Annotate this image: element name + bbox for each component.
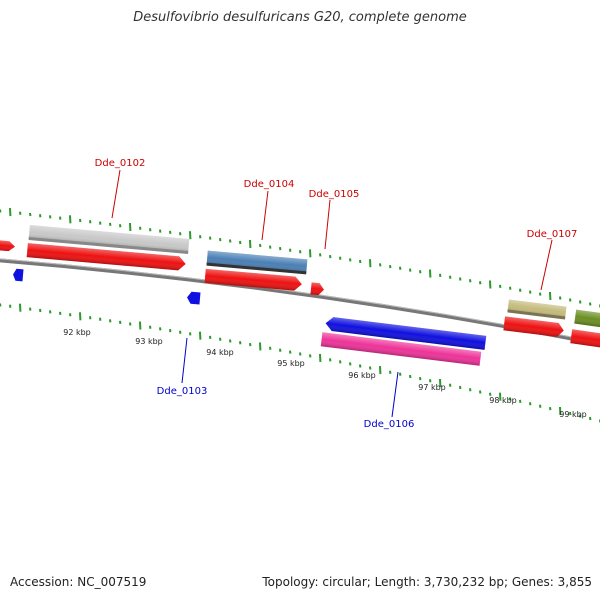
- cds-bar-dde-0106[interactable]: [320, 332, 482, 366]
- map-title: Desulfovibrio desulfuricans G20, complet…: [133, 10, 467, 25]
- cds-arrow-dde-0107[interactable]: [503, 316, 564, 337]
- cds-arrow-left-edge: [0, 240, 15, 252]
- cds-arrow-dde-0104[interactable]: [204, 268, 303, 291]
- scale-label: 99 kbp: [559, 410, 587, 419]
- scale-labels: 92 kbp 93 kbp 94 kbp 95 kbp 96 kbp 97 kb…: [63, 328, 587, 419]
- gene-label-dde-0104[interactable]: Dde_0104: [244, 179, 295, 190]
- gene-bar-dde-0104[interactable]: [206, 250, 308, 275]
- cds-arrow-right-edge: [570, 329, 600, 351]
- gene-bar-dde-0102[interactable]: [28, 225, 190, 254]
- gene-bar-dde-0106[interactable]: [325, 316, 487, 350]
- scale-label: 94 kbp: [206, 348, 234, 357]
- reverse-strand-ticks: [0, 303, 600, 423]
- scale-label: 95 kbp: [277, 359, 305, 368]
- scale-label: 98 kbp: [489, 396, 517, 405]
- forward-strand-ticks: [0, 208, 600, 308]
- cds-arrow-dde-0103[interactable]: [187, 291, 201, 305]
- gene-label-dde-0102[interactable]: Dde_0102: [95, 158, 146, 169]
- gene-label-dde-0106[interactable]: Dde_0106: [364, 419, 415, 430]
- label-leader-lines: [111, 169, 553, 418]
- gene-labels: Dde_0102 Dde_0103 Dde_0104 Dde_0105 Dde_…: [95, 158, 578, 430]
- scale-label: 93 kbp: [135, 337, 163, 346]
- gene-bar-right-edge: [574, 309, 600, 331]
- cds-arrow-dde-0105[interactable]: [310, 282, 324, 296]
- scale-label: 96 kbp: [348, 371, 376, 380]
- scale-label: 92 kbp: [63, 328, 91, 337]
- genome-summary-text: Topology: circular; Length: 3,730,232 bp…: [262, 575, 592, 589]
- cds-arrow-dde-0102[interactable]: [26, 243, 187, 271]
- gene-label-dde-0107[interactable]: Dde_0107: [527, 229, 578, 240]
- features: [0, 225, 600, 366]
- gene-label-dde-0105[interactable]: Dde_0105: [309, 189, 360, 200]
- accession-text: Accession: NC_007519: [10, 575, 147, 589]
- gene-label-dde-0103[interactable]: Dde_0103: [157, 386, 208, 397]
- scale-label: 97 kbp: [418, 383, 446, 392]
- cds-arrow-reverse-left-edge: [13, 268, 24, 282]
- gene-bar-dde-0107[interactable]: [507, 299, 567, 320]
